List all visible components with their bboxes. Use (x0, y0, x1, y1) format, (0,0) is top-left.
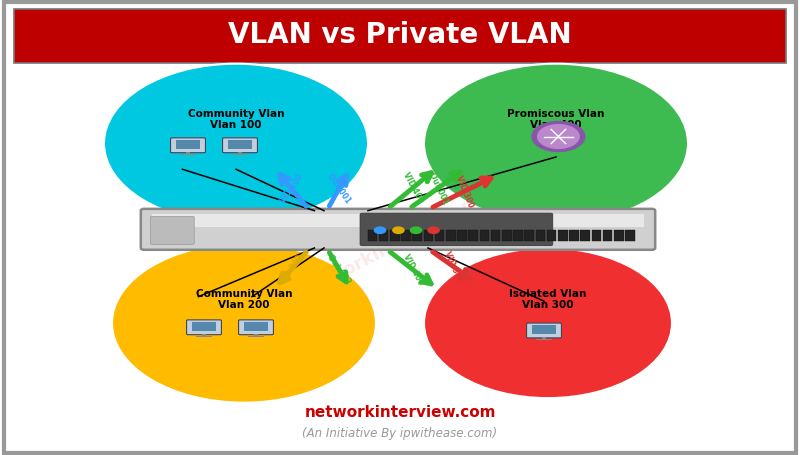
Text: VID 200: VID 200 (278, 253, 305, 286)
FancyBboxPatch shape (625, 230, 634, 241)
FancyBboxPatch shape (170, 138, 206, 153)
Text: networkinterview.com: networkinterview.com (296, 180, 504, 302)
Circle shape (410, 227, 422, 233)
Bar (180, 154, 196, 155)
FancyBboxPatch shape (378, 230, 388, 241)
Ellipse shape (424, 248, 672, 398)
FancyBboxPatch shape (602, 230, 612, 241)
Circle shape (532, 121, 585, 152)
Text: Out 002: Out 002 (326, 253, 353, 286)
Bar (232, 154, 248, 155)
Ellipse shape (112, 243, 376, 403)
Ellipse shape (424, 64, 688, 223)
FancyBboxPatch shape (423, 230, 433, 241)
Circle shape (374, 227, 386, 233)
FancyBboxPatch shape (502, 230, 511, 241)
FancyBboxPatch shape (524, 230, 534, 241)
FancyBboxPatch shape (244, 322, 268, 331)
Bar (536, 339, 552, 340)
FancyBboxPatch shape (176, 140, 200, 149)
FancyBboxPatch shape (526, 323, 562, 338)
Text: networkinterview.com: networkinterview.com (304, 405, 496, 420)
Bar (202, 334, 206, 336)
FancyBboxPatch shape (513, 230, 522, 241)
FancyBboxPatch shape (141, 209, 655, 250)
FancyBboxPatch shape (479, 230, 489, 241)
Text: VLAN vs Private VLAN: VLAN vs Private VLAN (228, 21, 572, 50)
Text: VID 300: VID 300 (454, 174, 475, 208)
FancyBboxPatch shape (14, 9, 786, 63)
Text: VID 100: VID 100 (278, 172, 305, 205)
Text: Out 001: Out 001 (326, 172, 353, 205)
FancyBboxPatch shape (546, 230, 556, 241)
FancyBboxPatch shape (150, 217, 194, 244)
FancyBboxPatch shape (412, 230, 422, 241)
FancyBboxPatch shape (434, 230, 444, 241)
Circle shape (428, 227, 439, 233)
FancyBboxPatch shape (401, 230, 410, 241)
FancyBboxPatch shape (614, 230, 623, 241)
Bar (542, 337, 546, 339)
FancyBboxPatch shape (580, 230, 590, 241)
FancyBboxPatch shape (228, 140, 252, 149)
Circle shape (538, 125, 579, 148)
FancyBboxPatch shape (192, 322, 216, 331)
Bar (248, 336, 264, 337)
FancyBboxPatch shape (457, 230, 466, 241)
Ellipse shape (104, 64, 368, 223)
FancyBboxPatch shape (446, 230, 455, 241)
FancyBboxPatch shape (532, 325, 556, 334)
FancyBboxPatch shape (152, 214, 644, 228)
FancyBboxPatch shape (591, 230, 601, 241)
Bar (186, 152, 190, 154)
FancyBboxPatch shape (186, 320, 222, 335)
Text: VID 400: VID 400 (401, 171, 425, 205)
Bar (254, 334, 258, 336)
Text: Community Vlan
Vlan 200: Community Vlan Vlan 200 (196, 288, 292, 310)
Text: Isolated Vlan
Vlan 300: Isolated Vlan Vlan 300 (510, 288, 586, 310)
FancyBboxPatch shape (222, 138, 258, 153)
FancyBboxPatch shape (390, 230, 399, 241)
Text: VID 300: VID 300 (442, 249, 465, 284)
FancyBboxPatch shape (558, 230, 567, 241)
Circle shape (393, 227, 404, 233)
FancyBboxPatch shape (238, 320, 274, 335)
Text: Promiscous Vlan
Vlan 400: Promiscous Vlan Vlan 400 (507, 109, 605, 131)
FancyBboxPatch shape (490, 230, 500, 241)
FancyBboxPatch shape (535, 230, 545, 241)
FancyBboxPatch shape (367, 230, 377, 241)
Text: VID 400: VID 400 (401, 253, 425, 287)
FancyBboxPatch shape (360, 213, 553, 246)
Text: Out 001: Out 001 (427, 171, 450, 205)
Bar (196, 336, 212, 337)
FancyBboxPatch shape (569, 230, 578, 241)
Bar (238, 152, 242, 154)
Text: Community Vlan
Vlan 100: Community Vlan Vlan 100 (188, 109, 284, 131)
Text: (An Initiative By ipwithease.com): (An Initiative By ipwithease.com) (302, 427, 498, 440)
FancyBboxPatch shape (468, 230, 478, 241)
